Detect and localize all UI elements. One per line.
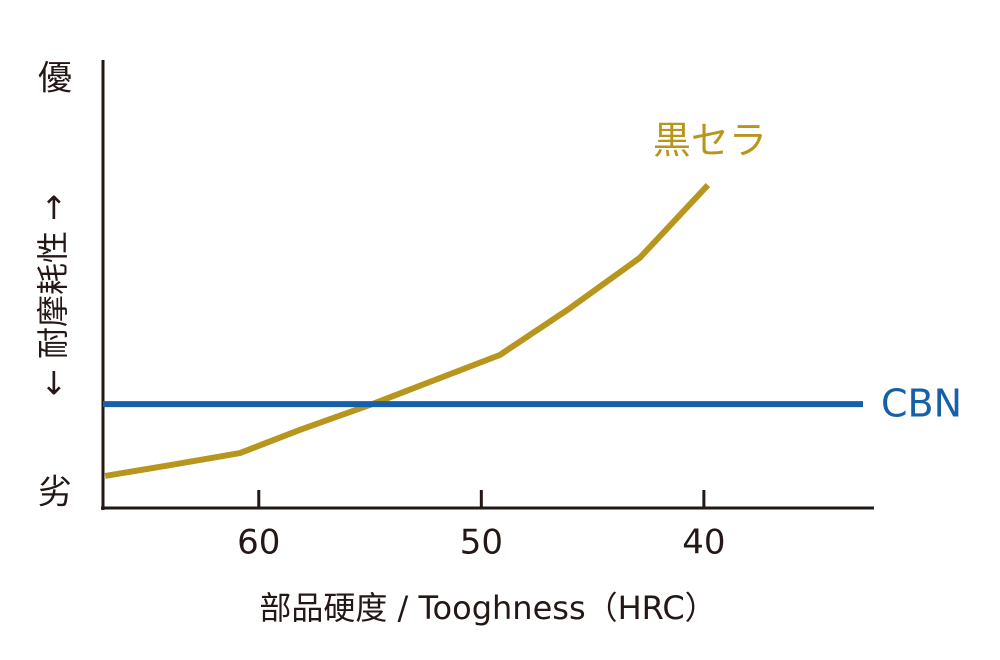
x-tick-label: 40: [682, 523, 725, 563]
x-tick-label: 50: [460, 523, 503, 563]
y-axis-title: ← 耐摩耗性 →: [34, 194, 72, 396]
y-top-label: 優: [38, 59, 72, 99]
x-axis-title: 部品硬度 / Tooghness（HRC）: [259, 589, 716, 627]
y-bottom-label: 劣: [38, 473, 72, 513]
series-label: 黒セラ: [653, 119, 767, 163]
line-series: [104, 183, 711, 479]
x-tick-label: 60: [237, 523, 280, 563]
series-label: CBN: [881, 382, 962, 426]
